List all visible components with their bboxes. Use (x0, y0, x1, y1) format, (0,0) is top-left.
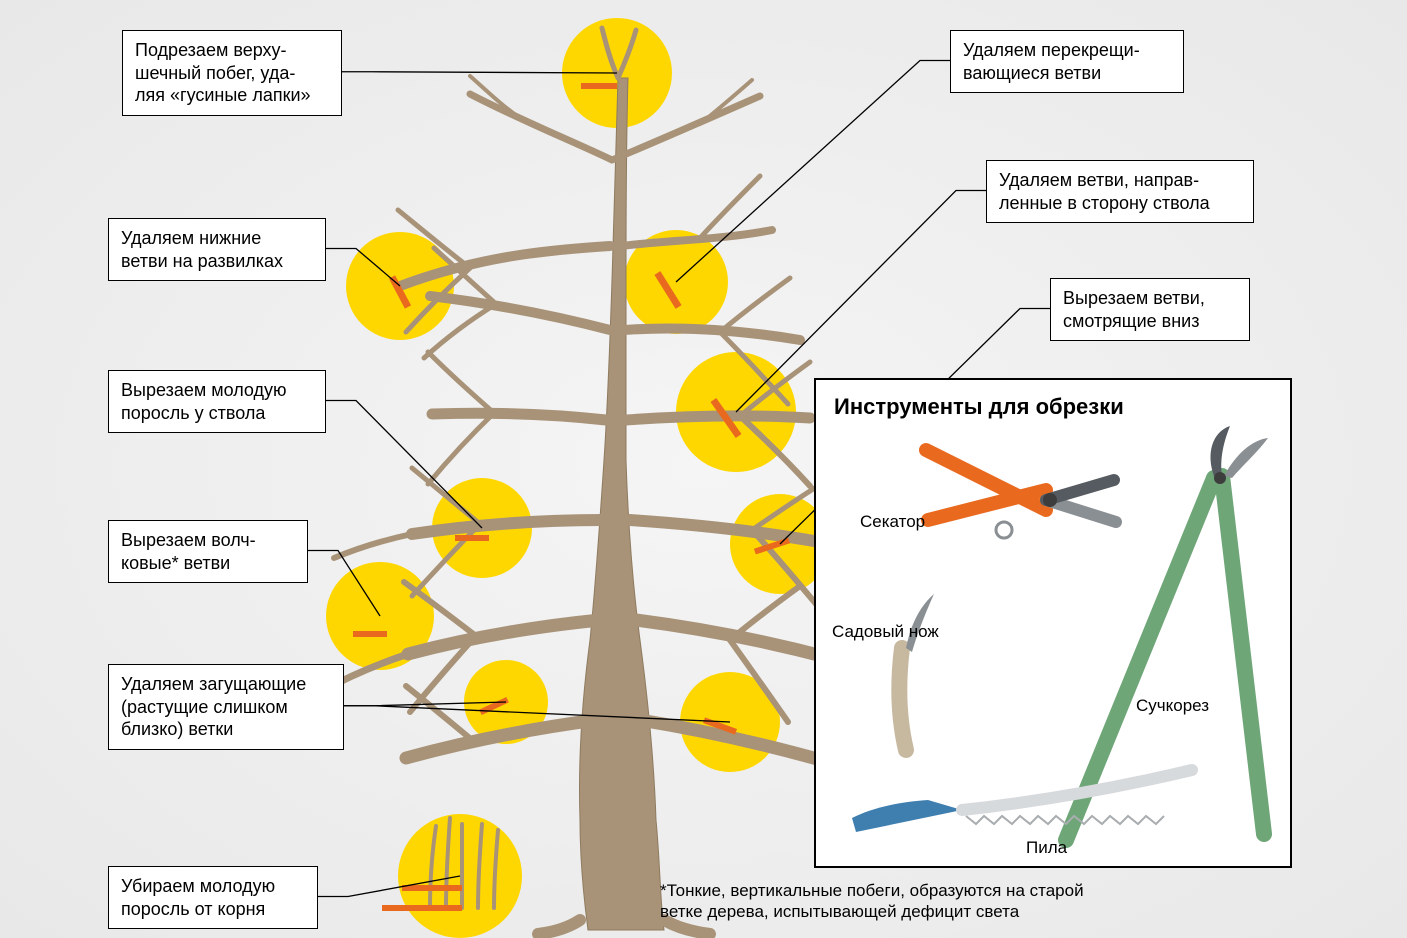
callout-c_root: Убираем молодую поросль от корня (108, 866, 318, 929)
infographic-stage: Подрезаем верху-шечный побег, уда-ляя «г… (0, 0, 1407, 938)
callout-c_down: Вырезаем ветви, смотрящие вниз (1050, 278, 1250, 341)
callout-line: ветви на развилках (121, 251, 283, 271)
callout-line: близко) ветки (121, 719, 233, 739)
callout-line: вающиеся ветви (963, 63, 1101, 83)
tool-label-knife: Садовый нож (832, 622, 939, 642)
callout-c_cross: Удаляем перекрещи-вающиеся ветви (950, 30, 1184, 93)
callout-line: Вырезаем ветви, (1063, 288, 1205, 308)
tool-label-lopper: Сучкорез (1136, 696, 1209, 716)
footnote-line: *Тонкие, вертикальные побеги, образуются… (660, 881, 1084, 900)
callout-line: Убираем молодую (121, 876, 275, 896)
tool-label-saw: Пила (1026, 838, 1067, 858)
callout-line: ковые* ветви (121, 553, 230, 573)
footnote-text: *Тонкие, вертикальные побеги, образуются… (660, 880, 1084, 923)
pruning-saw-icon (852, 770, 1192, 832)
callout-line: Удаляем нижние (121, 228, 261, 248)
callout-line: поросль у ствола (121, 403, 265, 423)
callout-line: смотрящие вниз (1063, 311, 1199, 331)
callout-c_volch: Вырезаем волч-ковые* ветви (108, 520, 308, 583)
callout-line: Удаляем ветви, направ- (999, 170, 1199, 190)
garden-knife-icon (899, 594, 934, 750)
callout-line: (растущие слишком (121, 697, 288, 717)
secateurs-icon (926, 450, 1116, 538)
callout-line: ленные в сторону ствола (999, 193, 1210, 213)
callout-c_inward: Удаляем ветви, направ-ленные в сторону с… (986, 160, 1254, 223)
callout-line: Удаляем загущающие (121, 674, 306, 694)
callout-c_fork: Удаляем нижние ветви на развилках (108, 218, 326, 281)
callout-c_dense: Удаляем загущающие (растущие слишкомблизк… (108, 664, 344, 750)
callout-line: Вырезаем молодую (121, 380, 287, 400)
callout-c_young: Вырезаем молодую поросль у ствола (108, 370, 326, 433)
callout-line: Подрезаем верху- (135, 40, 287, 60)
callout-line: Удаляем перекрещи- (963, 40, 1140, 60)
callout-line: поросль от корня (121, 899, 265, 919)
tool-label-secateurs: Секатор (860, 512, 925, 532)
callout-line: ляя «гусиные лапки» (135, 85, 311, 105)
footnote-line: ветке дерева, испытывающей дефицит света (660, 902, 1019, 921)
callout-line: шечный побег, уда- (135, 63, 295, 83)
tools-panel: Инструменты для обрезки (814, 378, 1292, 868)
callout-line: Вырезаем волч- (121, 530, 256, 550)
callout-c_top: Подрезаем верху-шечный побег, уда-ляя «г… (122, 30, 342, 116)
